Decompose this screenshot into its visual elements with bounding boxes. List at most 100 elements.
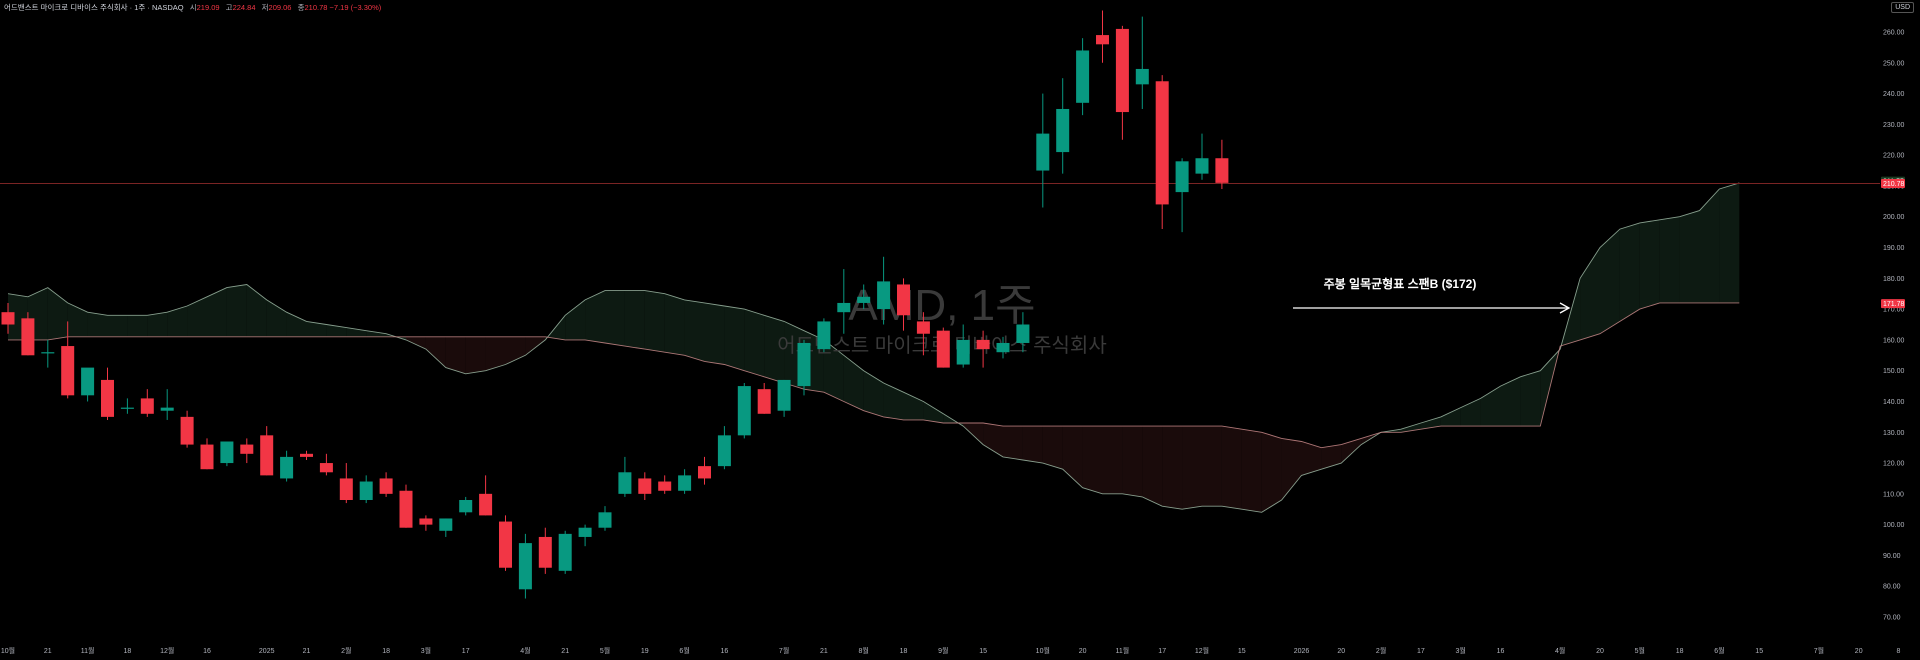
candle-body <box>399 490 413 528</box>
cloud-segment <box>147 312 168 337</box>
candle <box>797 339 811 396</box>
high-label: 고 <box>225 3 233 12</box>
candle <box>837 269 851 334</box>
candle-body <box>359 481 373 500</box>
price-tick-label: 120.00 <box>1883 461 1905 468</box>
time-tick-label: 16 <box>1497 648 1505 655</box>
cloud-segment <box>445 336 466 374</box>
candle-body <box>857 296 871 303</box>
time-tick-label: 4월 <box>1555 646 1565 655</box>
candle-body <box>160 407 174 411</box>
candle-body <box>41 352 55 354</box>
time-tick-label: 21 <box>44 648 52 655</box>
time-tick-label: 20 <box>1855 648 1863 655</box>
candle-body <box>658 481 672 491</box>
candle <box>996 336 1010 359</box>
candle-body <box>1036 133 1050 171</box>
cloud-segment <box>863 370 884 417</box>
time-tick-label: 15 <box>1238 648 1246 655</box>
candle-body <box>280 456 294 479</box>
candle-body <box>479 493 493 516</box>
candle-body <box>717 435 731 467</box>
price-tick-label: 250.00 <box>1883 60 1905 67</box>
price-tick-label: 90.00 <box>1883 553 1901 560</box>
candle-body <box>1115 28 1129 113</box>
symbol-title: 어드밴스트 마이크로 디바이스 주식회사 · 1주 · NASDAQ <box>4 3 184 12</box>
price-tick-label: 240.00 <box>1883 91 1905 98</box>
open-label: 시 <box>189 3 197 12</box>
candle <box>1 302 15 334</box>
cloud-segment <box>465 336 486 374</box>
candle <box>1096 10 1109 63</box>
cloud-segment <box>505 336 526 365</box>
time-tick-label: 20 <box>1337 648 1345 655</box>
cloud-segment <box>1102 426 1123 494</box>
time-axis[interactable]: 10월 21 11월 18 12월 16 2025 21 2월 18 3월 17 4월 21 5월 19 6월 1… <box>1 646 1901 655</box>
cloud-segment <box>286 312 307 337</box>
cloud-segment <box>605 290 625 347</box>
candle <box>897 278 910 331</box>
candle-body <box>1016 324 1030 343</box>
cloud-segment <box>87 312 108 337</box>
cloud-segment <box>644 290 665 353</box>
cloud-segment <box>525 336 546 356</box>
cloud-segment <box>1520 370 1541 427</box>
candle-body <box>897 284 910 316</box>
candle-body <box>618 472 632 494</box>
cloud-segment <box>1699 189 1720 303</box>
close-label: 종 <box>297 3 305 12</box>
cloud-segment <box>1122 426 1143 497</box>
candle <box>757 383 771 414</box>
candle-body <box>1155 81 1169 205</box>
time-tick-label: 16 <box>203 648 211 655</box>
candle <box>21 312 35 356</box>
candle-body <box>240 444 254 454</box>
cloud-segment <box>406 336 426 350</box>
candle-body <box>996 342 1010 353</box>
cloud-segment <box>1401 423 1421 433</box>
cloud-segment <box>744 309 765 377</box>
candle <box>399 484 413 528</box>
cloud-segment <box>1301 441 1322 476</box>
candle-body <box>578 527 592 537</box>
candle-body <box>1056 108 1070 153</box>
candle-body <box>61 346 75 396</box>
currency-button[interactable]: USD <box>1891 2 1914 13</box>
candle <box>1036 93 1050 208</box>
candle <box>479 475 493 516</box>
cloud-segment <box>704 302 725 365</box>
cloud-segment <box>1321 444 1342 470</box>
cloud-segment <box>585 290 605 343</box>
open-value: 219.09 <box>196 3 220 12</box>
low-label: 저 <box>261 3 269 12</box>
candle-body <box>1076 50 1090 103</box>
time-tick-label: 2월 <box>341 646 351 655</box>
cloud-segment <box>1500 376 1521 427</box>
candle <box>857 284 871 310</box>
candle <box>1115 25 1129 140</box>
price-axis[interactable]: 70.00 80.00 90.00 100.00 110.00 120.00 130.00 1… <box>1881 30 1905 622</box>
time-tick-label: 17 <box>462 648 470 655</box>
candle-body <box>678 475 692 491</box>
price-tag-bg <box>1881 179 1905 189</box>
cloud-segment <box>1580 247 1600 340</box>
candle <box>1076 38 1090 116</box>
time-tick-label: 5월 <box>600 646 610 655</box>
cloud-segment <box>764 315 785 383</box>
time-tick-label: 7월 <box>1814 646 1824 655</box>
candles <box>1 10 1229 599</box>
candle <box>1056 78 1070 174</box>
candle-body <box>459 500 473 513</box>
candle <box>598 506 612 531</box>
time-tick-label: 20 <box>1079 648 1087 655</box>
cloud-segment <box>67 302 88 337</box>
span-b-annotation: 주봉 일목균형표 스팬B ($172) <box>1293 276 1571 314</box>
price-tick-label: 160.00 <box>1883 337 1905 344</box>
candle-body <box>877 281 891 310</box>
high-value: 224.84 <box>232 3 256 12</box>
candle <box>300 450 313 460</box>
time-tick-label: 3월 <box>1456 646 1466 655</box>
cloud-segment <box>1241 429 1262 513</box>
time-tick-label: 6월 <box>679 646 689 655</box>
